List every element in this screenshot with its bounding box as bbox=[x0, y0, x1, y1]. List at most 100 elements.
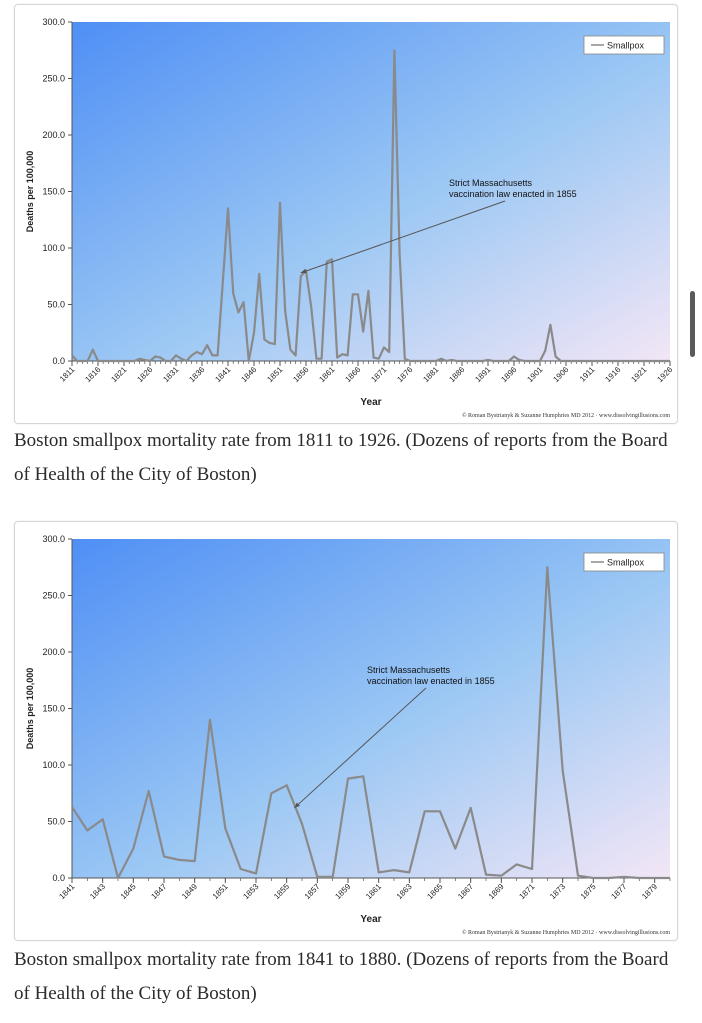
data-point bbox=[581, 360, 583, 362]
data-point bbox=[310, 306, 312, 308]
data-point bbox=[669, 877, 671, 879]
data-point bbox=[470, 807, 472, 809]
series-line-smallpox bbox=[71, 566, 670, 880]
data-point bbox=[419, 360, 421, 362]
data-point bbox=[508, 360, 510, 362]
data-point bbox=[570, 360, 572, 362]
data-point bbox=[485, 874, 487, 876]
series-line-smallpox bbox=[71, 49, 670, 363]
data-point bbox=[367, 290, 369, 292]
data-point bbox=[133, 360, 135, 362]
data-point bbox=[456, 360, 458, 362]
data-point bbox=[159, 357, 161, 359]
data-point bbox=[638, 877, 640, 879]
y-tick-label: 0.0 bbox=[52, 873, 65, 883]
data-point bbox=[516, 863, 518, 865]
data-point bbox=[321, 358, 323, 360]
annotation-text-line-1: Strict Massachusetts bbox=[367, 665, 451, 675]
data-point bbox=[132, 848, 134, 850]
x-tick-label: 1921 bbox=[629, 365, 648, 384]
data-point bbox=[209, 719, 211, 721]
data-point bbox=[170, 360, 172, 362]
data-point bbox=[71, 806, 73, 808]
data-point bbox=[523, 360, 525, 362]
y-tick-label: 150.0 bbox=[42, 704, 65, 714]
data-point bbox=[362, 331, 364, 333]
scrollbar-thumb[interactable] bbox=[690, 291, 695, 357]
data-point bbox=[454, 848, 456, 850]
data-point bbox=[531, 868, 533, 870]
data-point bbox=[399, 253, 401, 255]
x-tick-label: 1906 bbox=[551, 365, 570, 384]
x-tick-label: 1926 bbox=[655, 365, 674, 384]
data-point bbox=[128, 360, 130, 362]
data-point bbox=[487, 359, 489, 361]
data-point bbox=[316, 876, 318, 878]
plot-area bbox=[72, 22, 670, 361]
data-point bbox=[461, 360, 463, 362]
x-tick-label: 1871 bbox=[369, 365, 388, 384]
data-point bbox=[180, 358, 182, 360]
data-point bbox=[435, 360, 437, 362]
data-point bbox=[144, 359, 146, 361]
y-axis-title: Deaths per 100,000 bbox=[25, 668, 35, 750]
x-tick-label: 1855 bbox=[272, 882, 291, 901]
y-tick-label: 250.0 bbox=[42, 74, 65, 84]
chart-2: 0.0 50.0 100.0 150.0 200.0 250.0 300.0 Deaths p… bbox=[25, 534, 671, 936]
data-point bbox=[300, 275, 302, 277]
x-tick-label: 1866 bbox=[343, 365, 362, 384]
credit-text: © Roman Bystrianyk & Suzanne Humphries M… bbox=[462, 412, 670, 419]
data-point bbox=[194, 860, 196, 862]
x-tick-label: 1857 bbox=[303, 882, 322, 901]
chart-figure-2: 0.0 50.0 100.0 150.0 200.0 250.0 300.0 Deaths p… bbox=[14, 521, 678, 941]
data-point bbox=[529, 360, 531, 362]
data-point bbox=[227, 207, 229, 209]
data-point bbox=[154, 355, 156, 357]
data-point bbox=[113, 360, 115, 362]
data-point bbox=[492, 360, 494, 362]
data-point bbox=[544, 350, 546, 352]
data-point bbox=[97, 360, 99, 362]
credit-text: © Roman Bystrianyk & Suzanne Humphries M… bbox=[462, 929, 670, 936]
x-tick-label: 1863 bbox=[395, 882, 414, 901]
x-tick-label: 1856 bbox=[291, 365, 310, 384]
y-tick-label: 200.0 bbox=[42, 130, 65, 140]
data-point bbox=[591, 360, 593, 362]
data-point bbox=[332, 876, 334, 878]
data-point bbox=[393, 869, 395, 871]
data-point bbox=[477, 360, 479, 362]
data-point bbox=[560, 360, 562, 362]
y-axis-title: Deaths per 100,000 bbox=[25, 151, 35, 233]
x-tick-label: 1846 bbox=[239, 365, 258, 384]
legend-label: Smallpox bbox=[607, 41, 645, 51]
x-tick-label: 1881 bbox=[421, 365, 440, 384]
data-point bbox=[341, 353, 343, 355]
data-point bbox=[393, 49, 395, 51]
data-point bbox=[263, 338, 265, 340]
data-point bbox=[270, 792, 272, 794]
legend-box bbox=[583, 35, 665, 55]
x-tick-label: 1851 bbox=[265, 365, 284, 384]
y-tick-label: 50.0 bbox=[47, 300, 65, 310]
caption-1: Boston smallpox mortality rate from 1811… bbox=[14, 430, 668, 485]
data-point bbox=[289, 349, 291, 351]
x-tick-label: 1867 bbox=[456, 882, 475, 901]
data-point bbox=[274, 343, 276, 345]
y-tick-label: 100.0 bbox=[42, 243, 65, 253]
data-point bbox=[414, 360, 416, 362]
data-point bbox=[565, 360, 567, 362]
data-point bbox=[191, 354, 193, 356]
x-tick-label: 1876 bbox=[395, 365, 414, 384]
x-tick-label: 1826 bbox=[135, 365, 154, 384]
data-point bbox=[347, 354, 349, 356]
data-point bbox=[622, 360, 624, 362]
y-tick-label: 300.0 bbox=[42, 534, 65, 544]
data-point bbox=[546, 566, 548, 568]
data-point bbox=[224, 827, 226, 829]
data-point bbox=[439, 810, 441, 812]
x-tick-label: 1875 bbox=[579, 882, 598, 901]
data-point bbox=[102, 360, 104, 362]
data-point bbox=[549, 324, 551, 326]
x-tick-label: 1861 bbox=[317, 365, 336, 384]
data-point bbox=[378, 871, 380, 873]
